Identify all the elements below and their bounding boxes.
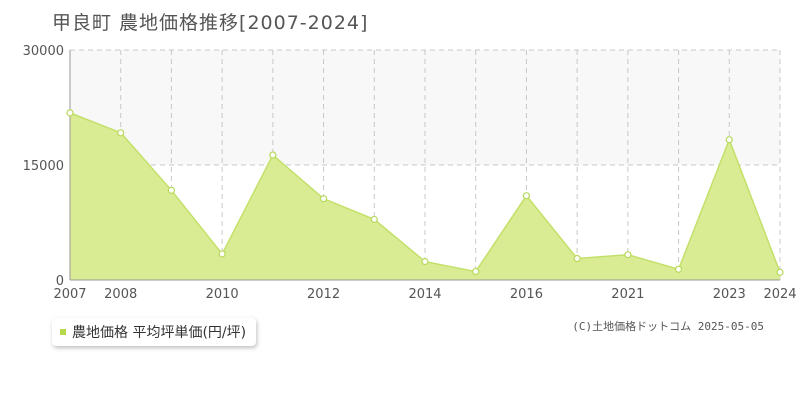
- y-tick-label: 30000: [23, 44, 64, 59]
- copyright-text: (C)土地価格ドットコム 2025-05-05: [572, 320, 764, 333]
- data-point: [472, 267, 480, 276]
- data-point: [167, 186, 176, 194]
- data-point: [218, 250, 226, 258]
- chart-title: 甲良町 農地価格推移[2007-2024]: [52, 12, 369, 34]
- data-point: [624, 251, 632, 259]
- x-tick-label: 2023: [713, 287, 746, 302]
- x-tick-label: 2010: [206, 287, 239, 302]
- legend-label: 農地価格 平均坪単価(円/坪): [72, 325, 247, 341]
- data-point: [269, 151, 277, 159]
- y-tick-label: 0: [56, 274, 64, 289]
- data-point: [522, 192, 531, 200]
- x-tick-label: 2012: [307, 287, 340, 302]
- x-tick-label: 2008: [104, 287, 137, 302]
- data-point: [674, 265, 683, 273]
- x-tick-label: 2021: [611, 287, 644, 302]
- x-tick-label: 2014: [408, 287, 441, 302]
- data-point: [66, 109, 74, 117]
- x-tick-label: 2007: [53, 287, 86, 302]
- data-point: [573, 254, 581, 263]
- legend-swatch-icon: [60, 329, 66, 335]
- legend: 農地価格 平均坪単価(円/坪): [52, 318, 257, 346]
- y-tick-label: 15000: [23, 159, 64, 174]
- series-area: [70, 112, 780, 280]
- data-point: [370, 215, 378, 224]
- data-point: [319, 195, 328, 203]
- data-point: [421, 258, 429, 266]
- data-point: [117, 129, 125, 137]
- data-point: [725, 136, 733, 144]
- x-tick-label: 2024: [763, 287, 796, 302]
- x-tick-label: 2016: [510, 287, 543, 302]
- data-point: [776, 268, 784, 276]
